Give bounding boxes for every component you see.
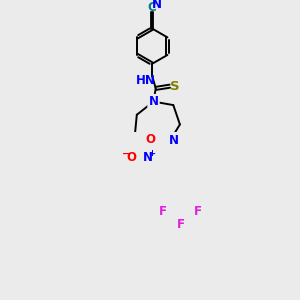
Text: O: O <box>145 134 155 146</box>
Text: F: F <box>177 218 184 231</box>
Text: −: − <box>122 148 130 159</box>
Text: F: F <box>194 205 202 218</box>
Text: C: C <box>147 2 156 14</box>
Text: N: N <box>143 151 153 164</box>
Text: F: F <box>159 205 167 218</box>
Text: N: N <box>152 0 162 11</box>
Text: N: N <box>169 134 179 147</box>
Text: N: N <box>148 95 158 108</box>
Text: S: S <box>170 80 180 93</box>
Text: +: + <box>148 149 155 158</box>
Text: O: O <box>127 151 136 164</box>
Text: HN: HN <box>136 74 156 87</box>
